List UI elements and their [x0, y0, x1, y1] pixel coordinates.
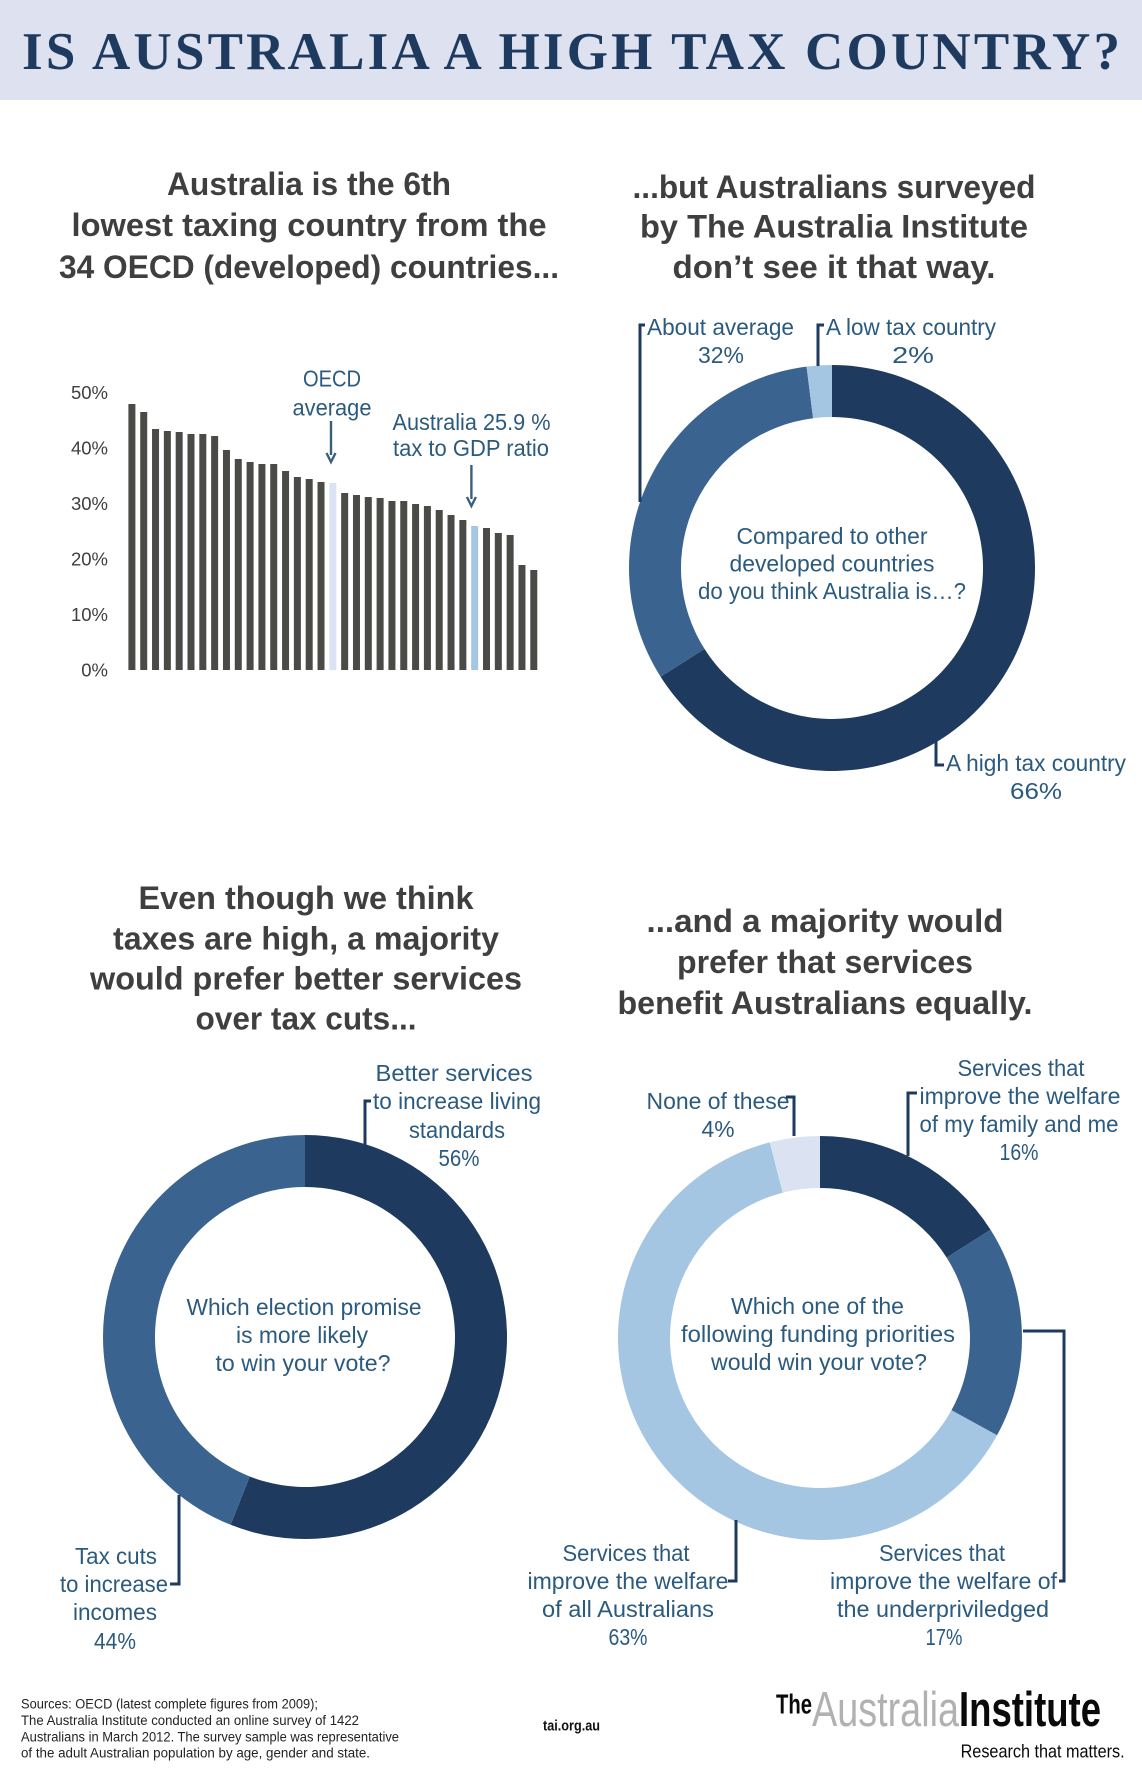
svg-text:30%: 30%	[71, 493, 108, 514]
svg-text:taxes are high, a majority: taxes are high, a majority	[113, 921, 499, 957]
svg-text:to increase living: to increase living	[373, 1088, 541, 1114]
svg-text:A high tax country: A high tax country	[946, 750, 1126, 776]
svg-text:44%: 44%	[94, 1628, 136, 1654]
svg-text:Institute: Institute	[959, 1683, 1101, 1737]
svg-text:IS AUSTRALIA A HIGH TAX COUNTR: IS AUSTRALIA A HIGH TAX COUNTRY?	[22, 23, 1120, 81]
svg-text:Australia: Australia	[812, 1683, 960, 1737]
svg-text:Australia 25.9 %: Australia 25.9 %	[393, 409, 551, 435]
svg-text:Services that: Services that	[879, 1540, 1006, 1566]
svg-text:benefit Australians equally.: benefit Australians equally.	[618, 985, 1033, 1021]
svg-text:50%: 50%	[71, 382, 108, 403]
svg-text:improve the welfare: improve the welfare	[920, 1083, 1121, 1109]
svg-text:do you think Australia is…?: do you think Australia is…?	[698, 578, 966, 604]
svg-text:17%: 17%	[926, 1624, 963, 1650]
svg-text:32%: 32%	[698, 342, 744, 368]
svg-text:Research that matters.: Research that matters.	[961, 1742, 1125, 1762]
svg-text:56%: 56%	[439, 1145, 480, 1171]
svg-text:average: average	[293, 395, 372, 421]
svg-text:...and a majority would: ...and a majority would	[647, 903, 1004, 939]
svg-text:OECD: OECD	[303, 366, 361, 392]
svg-text:is more likely: is more likely	[236, 1322, 368, 1348]
svg-text:66%: 66%	[1010, 778, 1062, 804]
svg-text:would win your vote?: would win your vote?	[710, 1349, 927, 1375]
svg-text:Even though we think: Even though we think	[139, 880, 474, 916]
svg-text:...but Australians surveyed: ...but Australians surveyed	[633, 169, 1036, 205]
svg-text:Which election promise: Which election promise	[187, 1294, 422, 1320]
svg-text:over tax cuts...: over tax cuts...	[196, 1001, 417, 1037]
svg-text:standards: standards	[409, 1117, 505, 1143]
svg-text:0%: 0%	[81, 660, 108, 681]
svg-text:The: The	[776, 1689, 812, 1720]
svg-text:improve the welfare: improve the welfare	[528, 1568, 729, 1594]
svg-text:Sources: OECD (latest complete: Sources: OECD (latest complete figures f…	[21, 1697, 318, 1712]
svg-text:to win your vote?: to win your vote?	[216, 1350, 391, 1376]
svg-text:incomes: incomes	[73, 1599, 157, 1625]
svg-text:the underpriviledged: the underpriviledged	[837, 1596, 1049, 1622]
svg-text:of my family and me: of my family and me	[920, 1111, 1119, 1137]
svg-text:tax to GDP ratio: tax to GDP ratio	[393, 435, 549, 461]
svg-text:by The Australia Institute: by The Australia Institute	[640, 209, 1028, 245]
svg-text:of all Australians: of all Australians	[542, 1596, 714, 1622]
svg-text:40%: 40%	[71, 438, 108, 459]
svg-text:34 OECD (developed) countries.: 34 OECD (developed) countries...	[59, 249, 559, 285]
svg-text:developed countries: developed countries	[730, 551, 935, 577]
svg-text:don’t see it that way.: don’t see it that way.	[673, 249, 996, 285]
svg-text:4%: 4%	[702, 1116, 735, 1142]
svg-text:The Australia Institute conduc: The Australia Institute conducted an onl…	[21, 1713, 359, 1728]
svg-text:63%: 63%	[609, 1624, 648, 1650]
svg-text:Australians in March 2012. Th: Australians in March 2012. The survey sa…	[21, 1730, 399, 1745]
svg-text:2%: 2%	[892, 342, 934, 368]
svg-text:10%: 10%	[71, 604, 108, 625]
svg-text:following funding priorities: following funding priorities	[681, 1321, 955, 1347]
svg-text:would prefer better services: would prefer better services	[89, 961, 522, 997]
svg-text:None of these: None of these	[647, 1088, 790, 1114]
svg-text:Tax cuts: Tax cuts	[75, 1543, 157, 1569]
svg-text:16%: 16%	[1000, 1139, 1039, 1165]
svg-text:20%: 20%	[71, 549, 108, 570]
svg-text:Better services: Better services	[376, 1060, 533, 1086]
svg-text:lowest taxing country from the: lowest taxing country from the	[72, 207, 547, 243]
svg-text:Compared to other: Compared to other	[737, 523, 928, 549]
svg-text:Services that: Services that	[958, 1055, 1086, 1081]
svg-text:Services that: Services that	[563, 1540, 691, 1566]
svg-text:A low tax country: A low tax country	[826, 314, 996, 340]
svg-text:About average: About average	[647, 314, 794, 340]
svg-text:improve the welfare of: improve the welfare of	[830, 1568, 1058, 1594]
svg-text:to increase: to increase	[60, 1571, 168, 1597]
svg-text:prefer that services: prefer that services	[677, 944, 973, 980]
svg-text:tai.org.au: tai.org.au	[543, 1718, 600, 1735]
svg-text:of the adult Australian popula: of the adult Australian population by ag…	[21, 1746, 370, 1761]
svg-text:Which one of the: Which one of the	[731, 1293, 904, 1319]
svg-text:Australia is the 6th: Australia is the 6th	[167, 166, 451, 202]
